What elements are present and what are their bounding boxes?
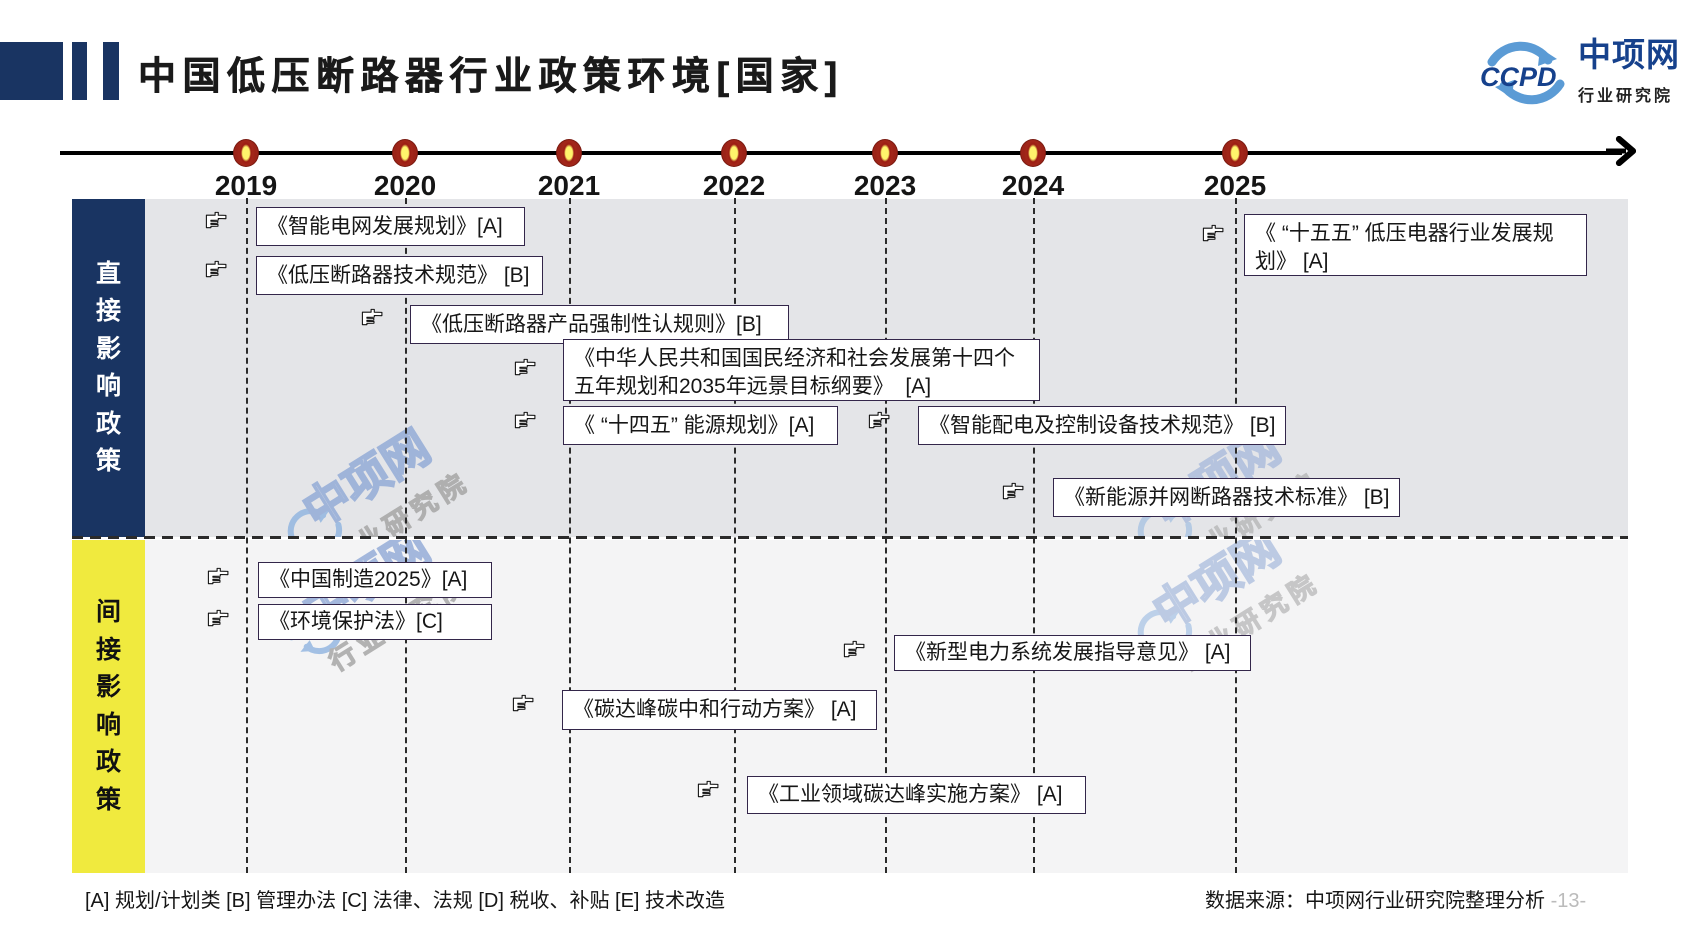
svg-text:CCPD: CCPD (1480, 62, 1557, 92)
